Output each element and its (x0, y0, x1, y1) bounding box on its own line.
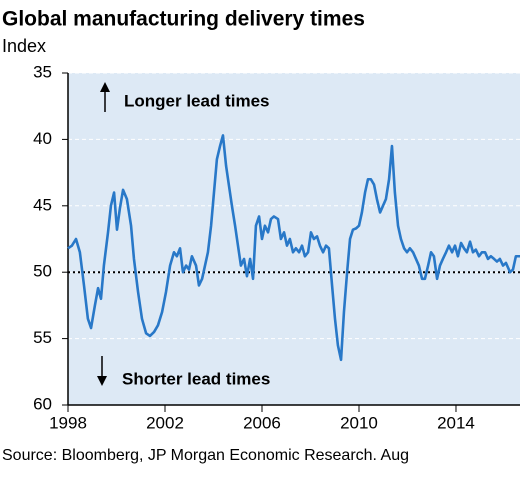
chart-title: Global manufacturing delivery times (2, 8, 365, 31)
y-tick-label: 40 (33, 129, 52, 148)
x-tick-label: 2010 (340, 413, 378, 432)
x-tick-label: 2006 (243, 413, 281, 432)
x-tick-label: 1998 (49, 413, 87, 432)
data-line (67, 134, 520, 362)
x-tick-label: 2002 (146, 413, 184, 432)
y-tick-label: 45 (33, 195, 52, 214)
y-tick-label: 35 (33, 62, 52, 81)
arrow-up-head (100, 82, 110, 92)
plot-background (68, 73, 520, 405)
source-note: Source: Bloomberg, JP Morgan Economic Re… (2, 447, 409, 464)
y-tick-label: 60 (33, 394, 52, 413)
chart-subtitle: Index (2, 36, 46, 56)
y-tick-label: 55 (33, 328, 52, 347)
x-tick-label: 2014 (437, 413, 475, 432)
y-tick-label: 50 (33, 262, 52, 281)
annotation: Longer lead times (124, 91, 269, 110)
arrow-down-head (97, 376, 107, 386)
annotation: Shorter lead times (122, 369, 270, 388)
